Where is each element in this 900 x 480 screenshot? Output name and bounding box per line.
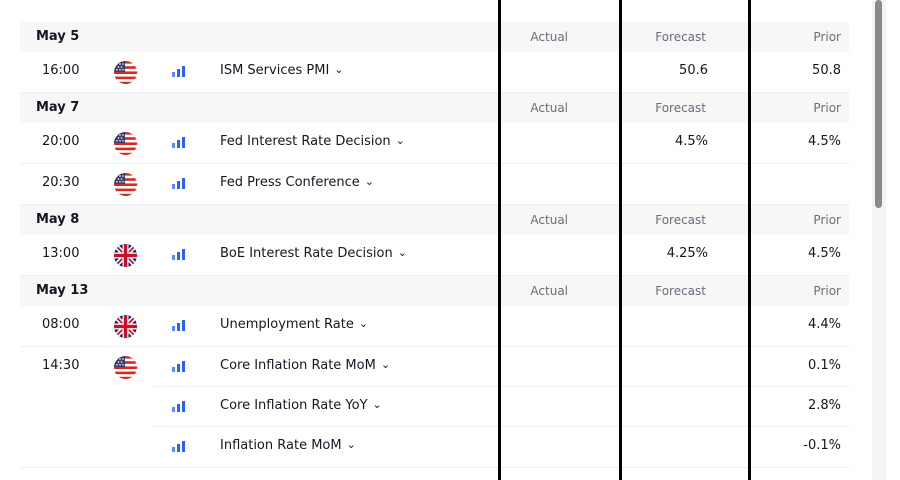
event-name: ISM Services PMI	[220, 63, 330, 78]
column-header-prior: Prior	[813, 101, 841, 115]
event-time: 14:30	[42, 358, 80, 373]
chevron-down-icon: ⌄	[364, 175, 375, 188]
prior-value: 50.8	[812, 63, 841, 78]
importance-bars-icon	[172, 360, 186, 372]
event-name-toggle[interactable]: BoE Interest Rate Decision ⌄	[220, 246, 407, 261]
chevron-down-icon: ⌄	[380, 358, 391, 371]
column-divider-actual	[498, 0, 501, 480]
event-time: 16:00	[42, 63, 80, 78]
event-name-toggle[interactable]: Core Inflation Rate MoM ⌄	[220, 358, 390, 373]
column-header-forecast: Forecast	[655, 101, 706, 115]
column-header-actual: Actual	[530, 30, 568, 44]
event-name: Unemployment Rate	[220, 317, 354, 332]
us-flag-icon	[114, 61, 137, 84]
importance-bars-icon	[172, 400, 186, 412]
event-row[interactable]: 20:30 Fed Press Conference ⌄	[20, 164, 849, 205]
event-row[interactable]: 20:00 Fed Interest Rate Decision ⌄ 4.5% 4.5%	[20, 123, 849, 164]
event-name: Fed Press Conference	[220, 175, 360, 190]
column-header-prior: Prior	[813, 213, 841, 227]
date-label: May 8	[36, 212, 80, 227]
us-flag-icon	[114, 356, 137, 379]
date-label: May 13	[36, 283, 89, 298]
date-label: May 5	[36, 29, 80, 44]
event-name: Core Inflation Rate MoM	[220, 358, 376, 373]
chevron-down-icon: ⌄	[334, 63, 344, 76]
column-header-actual: Actual	[530, 284, 568, 298]
event-name-toggle[interactable]: Core Inflation Rate YoY ⌄	[220, 398, 382, 413]
importance-bars-icon	[172, 136, 186, 148]
forecast-value: 4.5%	[674, 134, 708, 149]
event-time: 13:00	[42, 246, 80, 261]
chevron-down-icon: ⌄	[395, 134, 405, 147]
chevron-down-icon: ⌄	[358, 317, 369, 330]
uk-flag-icon	[114, 244, 137, 267]
importance-bars-icon	[172, 319, 186, 331]
event-row[interactable]: 08:00 Unemployment Rate ⌄ 4.4%	[20, 306, 849, 347]
prior-value: 2.8%	[807, 398, 841, 413]
event-row[interactable]: Core Inflation Rate YoY ⌄ 2.8%	[20, 387, 849, 427]
column-divider-prior	[748, 0, 751, 480]
prior-value: 4.5%	[807, 134, 841, 149]
prior-value: 4.4%	[807, 317, 841, 332]
chevron-down-icon: ⌄	[397, 246, 407, 259]
event-name-toggle[interactable]: Fed Interest Rate Decision ⌄	[220, 134, 405, 149]
event-name-toggle[interactable]: ISM Services PMI ⌄	[220, 63, 344, 78]
date-header: May 13 Actual Forecast Prior	[20, 276, 849, 306]
forecast-value: 4.25%	[666, 246, 708, 261]
column-header-actual: Actual	[530, 101, 568, 115]
importance-bars-icon	[172, 440, 186, 452]
prior-value: -0.1%	[803, 438, 841, 453]
event-time: 08:00	[42, 317, 80, 332]
event-row[interactable]: 16:00 ISM Services PMI ⌄ 50.6 50.8	[20, 52, 849, 93]
date-label: May 7	[36, 100, 80, 115]
event-name: Fed Interest Rate Decision	[220, 134, 391, 149]
chevron-down-icon: ⌄	[346, 438, 356, 451]
date-header: May 5 Actual Forecast Prior	[20, 22, 849, 52]
importance-bars-icon	[172, 248, 186, 260]
scrollbar-thumb[interactable]	[875, 0, 882, 208]
event-row[interactable]: 14:30 Core Inflation Rate MoM ⌄ 0.1%	[20, 347, 849, 387]
event-time: 20:30	[42, 175, 80, 190]
event-name: BoE Interest Rate Decision	[220, 246, 393, 261]
event-row[interactable]: 13:00 BoE Interest Rate Decision ⌄ 4.25% 4.5…	[20, 235, 849, 276]
event-row[interactable]: Inflation Rate MoM ⌄ -0.1%	[20, 427, 849, 468]
date-header: May 8 Actual Forecast Prior	[20, 205, 849, 235]
event-name-toggle[interactable]: Fed Press Conference ⌄	[220, 175, 374, 190]
column-header-actual: Actual	[530, 213, 568, 227]
us-flag-icon	[114, 173, 137, 196]
column-header-forecast: Forecast	[655, 213, 706, 227]
column-header-prior: Prior	[813, 284, 841, 298]
column-header-forecast: Forecast	[655, 284, 706, 298]
importance-bars-icon	[172, 177, 186, 189]
importance-bars-icon	[172, 65, 186, 77]
event-name-toggle[interactable]: Inflation Rate MoM ⌄	[220, 438, 356, 453]
event-name: Inflation Rate MoM	[220, 438, 342, 453]
us-flag-icon	[114, 132, 137, 155]
economic-calendar: May 5 Actual Forecast Prior 16:00 ISM Service…	[20, 22, 849, 468]
forecast-value: 50.6	[679, 63, 708, 78]
prior-value: 4.5%	[807, 246, 841, 261]
event-time: 20:00	[42, 134, 80, 149]
prior-value: 0.1%	[807, 358, 841, 373]
event-name-toggle[interactable]: Unemployment Rate ⌄	[220, 317, 368, 332]
uk-flag-icon	[114, 315, 137, 338]
column-divider-forecast	[619, 0, 622, 480]
column-header-forecast: Forecast	[655, 30, 706, 44]
date-header: May 7 Actual Forecast Prior	[20, 93, 849, 123]
event-name: Core Inflation Rate YoY	[220, 398, 368, 413]
chevron-down-icon: ⌄	[372, 398, 382, 411]
column-header-prior: Prior	[813, 30, 841, 44]
